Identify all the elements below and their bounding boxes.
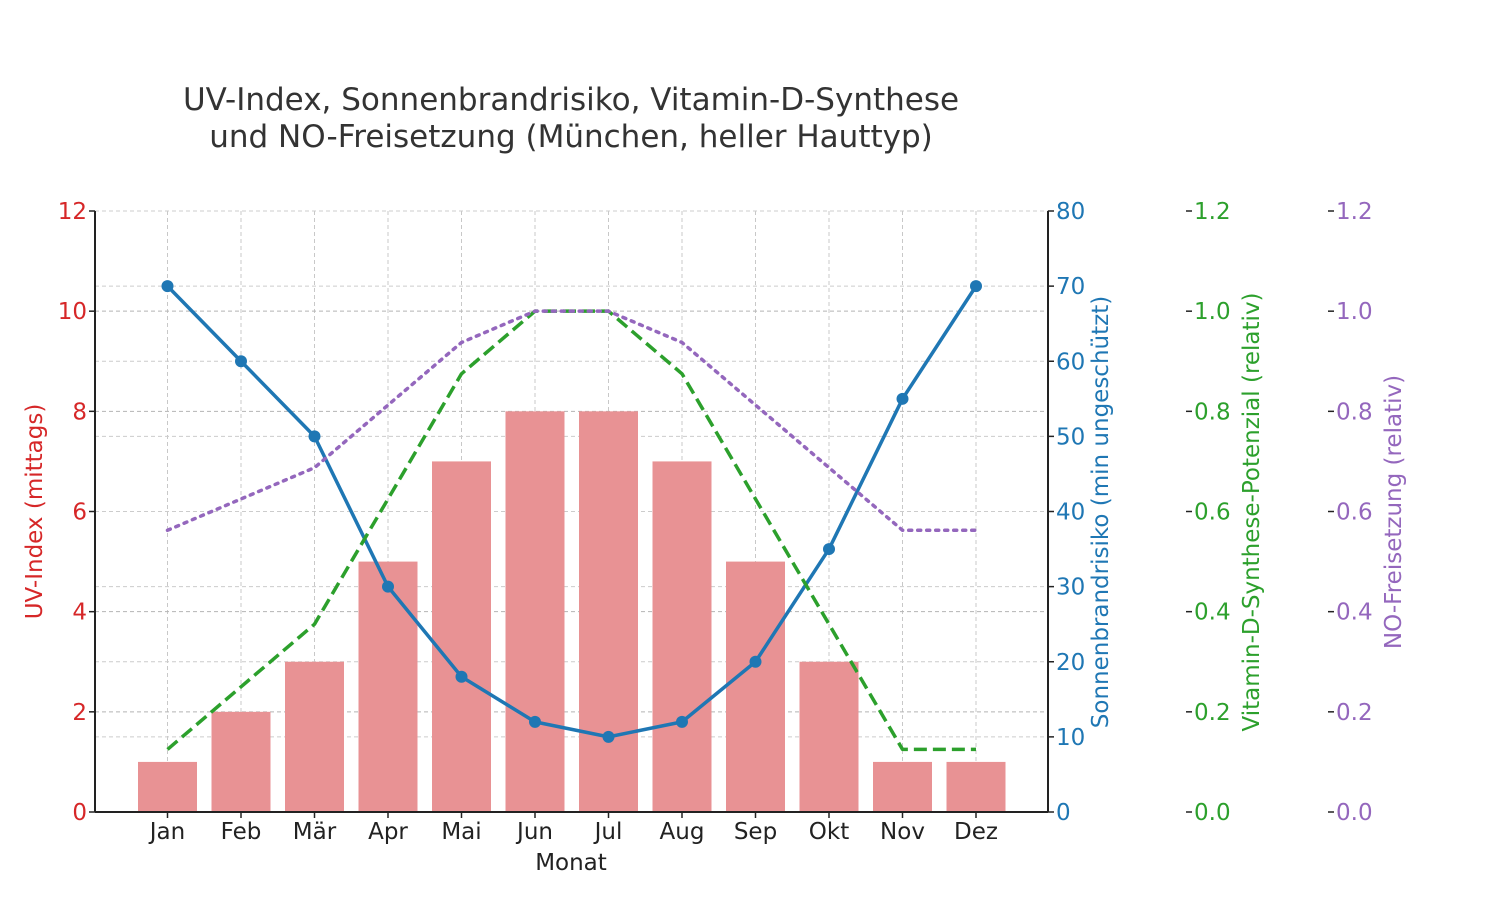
x-tick-label-Jun: Jun	[515, 819, 553, 845]
line-burn	[166, 284, 978, 739]
point-burn-Apr	[382, 580, 394, 593]
y-tick-label-vitd: 0.0	[1194, 800, 1231, 826]
point-burn-Sep	[749, 655, 762, 668]
x-tick-label-Aug: Aug	[660, 819, 705, 845]
y-axis-label-burn: Sonnenbrandrisiko (min ungeschützt)	[1088, 296, 1114, 728]
x-tick-label-Jul: Jul	[593, 819, 623, 845]
y-tick-label-vitd: 0.2	[1194, 700, 1231, 726]
chart-title-line-2: und NO-Freisetzung (München, heller Haut…	[209, 119, 933, 155]
y-tick-label-no: 1.0	[1336, 299, 1373, 325]
bar-uv-Apr	[358, 561, 418, 812]
point-burn-Nov	[896, 392, 909, 405]
point-burn-Jun	[529, 715, 541, 728]
y-tick-label-uv: 4	[72, 600, 87, 626]
x-tick-label-Apr: Apr	[368, 819, 408, 845]
bar-uv-Jun	[505, 411, 565, 812]
y-tick-label-vitd: 1.2	[1194, 199, 1231, 225]
point-burn-Aug	[676, 715, 688, 728]
y-axis-label-no: NO-Freisetzung (relativ)	[1381, 375, 1407, 649]
x-axis-label: Monat	[535, 850, 607, 876]
y-tick-label-vitd: 0.8	[1194, 399, 1231, 425]
bar-uv-Okt	[799, 661, 859, 812]
y-tick-label-vitd: 0.4	[1194, 600, 1231, 626]
bar-uv-Feb	[211, 711, 271, 812]
series-lines	[161, 280, 982, 752]
x-tick-label-Jan: Jan	[148, 819, 185, 845]
bar-uv-Mai	[432, 461, 491, 812]
point-burn-Jan	[161, 280, 174, 293]
y-tick-label-uv: 8	[72, 399, 87, 425]
y-tick-label-burn: 40	[1056, 500, 1085, 526]
y-tick-label-burn: 10	[1056, 725, 1085, 751]
y-tick-label-uv: 12	[58, 199, 87, 225]
y-tick-label-no: 0.0	[1336, 800, 1373, 826]
bar-uv-Jul	[579, 411, 638, 812]
point-burn-Jul	[602, 730, 615, 743]
y-tick-label-no: 0.4	[1336, 600, 1373, 626]
bar-uv-Sep	[726, 561, 785, 812]
y-tick-label-uv: 6	[72, 500, 87, 526]
point-burn-Okt	[823, 543, 835, 556]
y-tick-label-burn: 60	[1056, 349, 1085, 375]
axes: Jan Feb Mär Apr Mai Jun Jul Aug Sep Okt Nov Dez 0 2 4 6…	[22, 199, 1407, 845]
uv-bars	[138, 411, 1006, 812]
bar-uv-Jan	[138, 761, 197, 812]
bar-uv-Nov	[873, 761, 932, 812]
y-tick-label-burn: 70	[1056, 274, 1085, 300]
bar-uv-Dez	[946, 761, 1006, 812]
x-tick-label-Nov: Nov	[880, 819, 925, 845]
y-tick-label-no: 0.2	[1336, 700, 1373, 726]
x-tick-label-Sep: Sep	[734, 819, 777, 845]
y-tick-label-burn: 50	[1056, 424, 1085, 450]
y-tick-label-vitd: 0.6	[1194, 500, 1231, 526]
y-tick-label-vitd: 1.0	[1194, 299, 1231, 325]
bar-uv-Aug	[652, 461, 712, 812]
x-tick-label-Dez: Dez	[954, 819, 998, 845]
point-burn-Feb	[235, 355, 247, 368]
x-tick-label-Okt: Okt	[809, 819, 849, 845]
y-axis-label-uv: UV-Index (mittags)	[22, 404, 48, 620]
bar-uv-Mär	[285, 661, 344, 812]
y-tick-label-burn: 80	[1056, 199, 1085, 225]
y-tick-label-uv: 2	[72, 700, 87, 726]
y-tick-label-no: 1.2	[1336, 199, 1373, 225]
point-burn-Mai	[455, 670, 468, 683]
y-tick-label-uv: 0	[72, 800, 87, 826]
y-axis-label-vitd: Vitamin-D-Synthese-Potenzial (relativ)	[1239, 292, 1265, 731]
x-tick-label-Mai: Mai	[441, 819, 481, 845]
y-tick-label-burn: 30	[1056, 575, 1085, 601]
y-tick-label-no: 0.8	[1336, 399, 1373, 425]
point-burn-Dez	[970, 280, 982, 293]
x-tick-label-Feb: Feb	[221, 819, 262, 845]
y-tick-label-burn: 0	[1056, 800, 1071, 826]
y-tick-label-uv: 10	[58, 299, 87, 325]
point-burn-Mär	[308, 430, 321, 443]
y-tick-label-burn: 20	[1056, 650, 1085, 676]
chart-title-line-1: UV-Index, Sonnenbrandrisiko, Vitamin-D-S…	[183, 82, 959, 118]
line-no	[165, 309, 978, 533]
x-tick-label-Mär: Mär	[293, 819, 337, 845]
y-tick-label-no: 0.6	[1336, 500, 1373, 526]
